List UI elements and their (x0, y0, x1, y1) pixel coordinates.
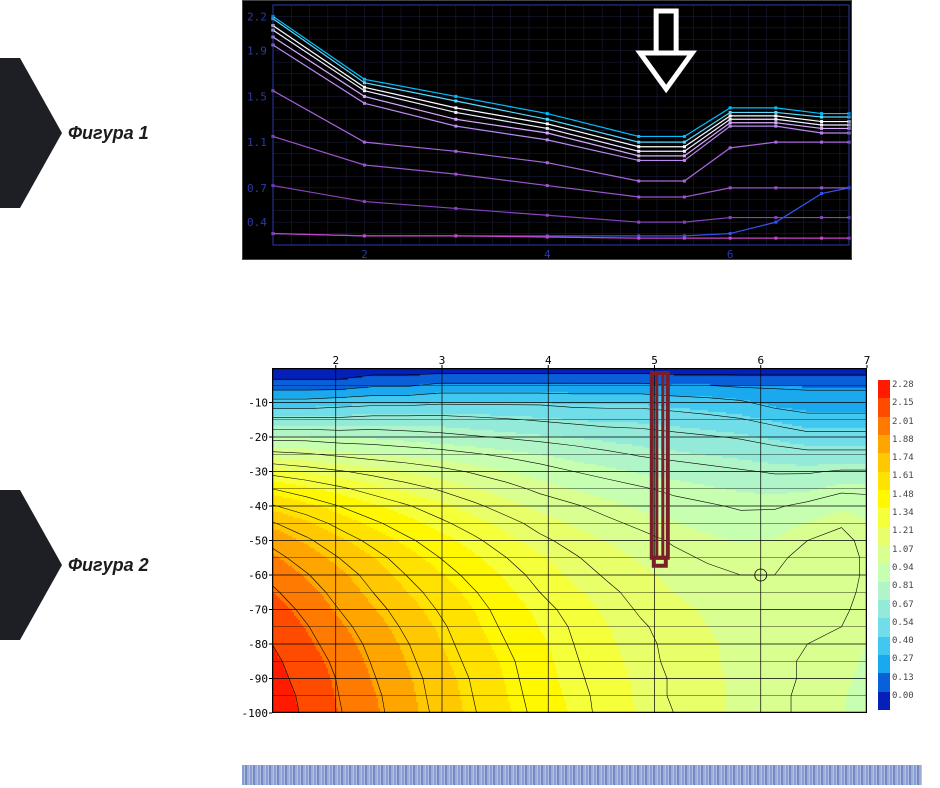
figure2-label-arrow: Фигура 2 (0, 490, 149, 640)
figure2-label: Фигура 2 (68, 555, 149, 576)
arrow-shape-1 (0, 58, 62, 208)
svg-text:2: 2 (361, 248, 368, 261)
svg-text:-80: -80 (248, 638, 268, 651)
svg-text:-20: -20 (248, 431, 268, 444)
figure1-label-arrow: Фигура 1 (0, 58, 149, 208)
colorbar-labels: 2.282.152.011.881.741.611.481.341.211.07… (892, 376, 914, 705)
svg-text:6: 6 (727, 248, 734, 261)
svg-text:-100: -100 (242, 707, 268, 720)
figure1-chart: 2 4 6 0.4 0.7 1.1 1.5 1.9 2.2 (242, 0, 852, 260)
svg-text:1.9: 1.9 (247, 45, 267, 58)
svg-text:-10: -10 (248, 397, 268, 410)
svg-text:-60: -60 (248, 569, 268, 582)
figure1-label: Фигура 1 (68, 123, 149, 144)
arrow-shape-2 (0, 490, 62, 640)
svg-text:0.7: 0.7 (247, 182, 267, 195)
colorbar (878, 380, 890, 710)
svg-text:-50: -50 (248, 535, 268, 548)
figure2-chart: 234567-10-20-30-40-50-60-70-80-90-100 2.… (242, 350, 922, 725)
svg-text:-70: -70 (248, 604, 268, 617)
svg-text:-30: -30 (248, 466, 268, 479)
svg-text:1.1: 1.1 (247, 136, 267, 149)
svg-text:1.5: 1.5 (247, 90, 267, 103)
svg-text:-90: -90 (248, 673, 268, 686)
noise-strip (242, 765, 922, 785)
svg-text:4: 4 (544, 248, 551, 261)
svg-text:0.4: 0.4 (247, 216, 267, 229)
svg-text:-40: -40 (248, 500, 268, 513)
svg-text:2.2: 2.2 (247, 10, 267, 23)
